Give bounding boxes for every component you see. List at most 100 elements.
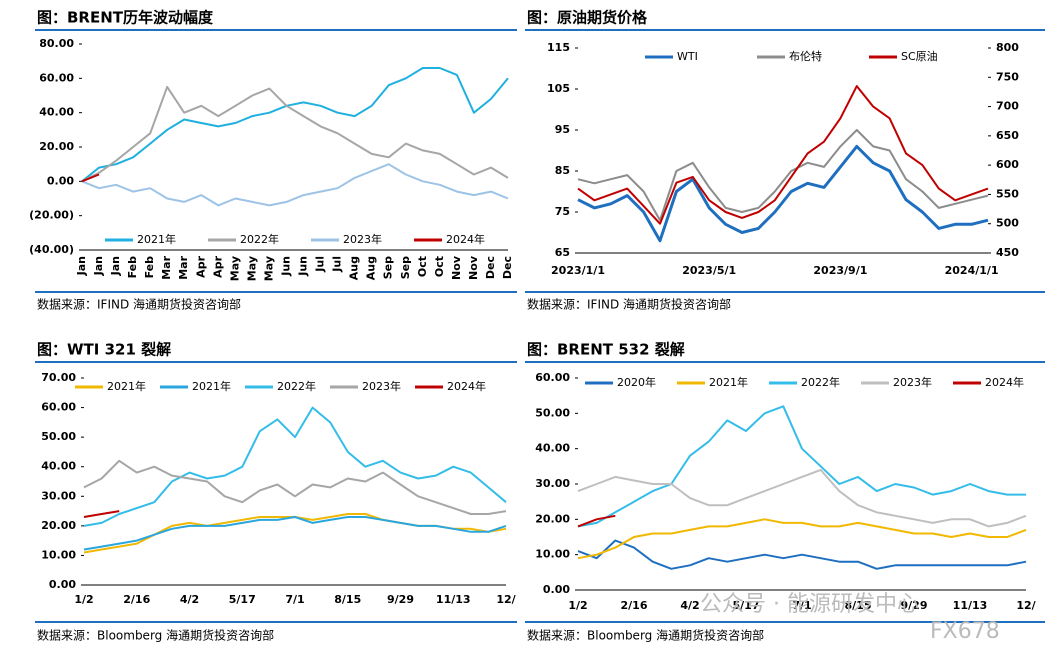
x-tick-label: Aug [365, 256, 378, 280]
series-line [577, 514, 616, 528]
y-tick-label: 20.00 [535, 512, 570, 525]
y-tick-label: 105 [547, 82, 570, 95]
x-tick-label: May [262, 256, 275, 281]
series-line [83, 406, 507, 527]
x-tick-label: Feb [126, 256, 139, 279]
x-tick-label: 7/1 [792, 599, 811, 612]
x-tick-label: Jan [109, 256, 122, 276]
x-tick-label: 2023/9/1 [813, 264, 867, 277]
chart-title: 图：BRENT历年波动幅度 [37, 9, 214, 27]
y2-tick-label: 450 [996, 246, 1019, 259]
x-tick-label: 1/2 [74, 593, 93, 606]
x-tick-label: Jun [279, 256, 292, 277]
x-tick-label: Sep [399, 256, 412, 279]
y-tick-label: 30.00 [41, 489, 76, 502]
series-line [577, 129, 989, 222]
legend-label: 2024年 [447, 379, 486, 393]
y2-tick-label: 550 [996, 187, 1019, 200]
x-tick-label: 11/13 [436, 593, 471, 606]
series-line [577, 468, 1027, 528]
x-tick-label: Jul [331, 256, 344, 273]
series-line [83, 516, 507, 551]
series-line [577, 405, 1026, 528]
x-tick-label: May [245, 256, 258, 281]
chart-title: 图：BRENT 532 裂解 [527, 341, 685, 359]
x-tick-label: 5/17 [229, 593, 256, 606]
legend-label: 2024年 [985, 375, 1024, 389]
x-tick-label: 7/1 [285, 593, 304, 606]
x-tick-label: 1/2 [568, 599, 587, 612]
series-line [577, 85, 989, 225]
chart-title: 图：WTI 321 裂解 [37, 341, 171, 359]
x-tick-label: Oct [433, 256, 446, 277]
y-tick-label: 50.00 [41, 430, 76, 443]
x-tick-label: 12/ [1016, 599, 1036, 612]
y-tick-label: 40.00 [535, 442, 570, 455]
x-tick-label: Nov [467, 255, 480, 280]
x-tick-label: Oct [416, 256, 429, 277]
x-tick-label: Dec [501, 256, 514, 279]
x-tick-label: 11/13 [953, 599, 988, 612]
legend-label: 2020年 [617, 375, 656, 389]
y-tick-label: 60.00 [535, 371, 570, 384]
series-line [83, 513, 507, 554]
y-tick-label: 10.00 [41, 548, 76, 561]
x-tick-label: 4/2 [680, 599, 699, 612]
x-tick-label: May [228, 256, 241, 281]
legend-label: 2024年 [446, 232, 485, 246]
watermark: 公众号 · 能源研发中心 [700, 592, 919, 617]
legend-label: 2022年 [801, 375, 840, 389]
y-tick-label: 20.00 [41, 519, 76, 532]
y-tick-label: 40.00 [41, 460, 76, 473]
x-tick-label: 8/15 [845, 599, 872, 612]
x-tick-label: Sep [382, 256, 395, 279]
legend-label: 2021年 [192, 379, 231, 393]
series-line [577, 518, 1027, 560]
y2-tick-label: 750 [996, 70, 1019, 83]
y-tick-label: 60.00 [41, 401, 76, 414]
y-tick-label: 30.00 [535, 477, 570, 490]
x-tick-label: Aug [348, 256, 361, 280]
x-tick-label: 8/15 [334, 593, 361, 606]
series-line [81, 85, 509, 183]
x-tick-label: 4/2 [180, 593, 199, 606]
y2-tick-label: 800 [996, 41, 1019, 54]
x-tick-label: Jul [314, 256, 327, 273]
y-tick-label: 0.00 [47, 174, 74, 187]
x-tick-label: Jun [297, 256, 310, 277]
y-tick-label: (40.00) [29, 243, 74, 256]
source-note: 数据来源：Bloomberg 海通期货投资咨询部 [527, 628, 764, 643]
y2-tick-label: 650 [996, 129, 1019, 142]
series-line [83, 459, 507, 515]
legend-label: WTI [677, 50, 698, 63]
series-line [81, 163, 509, 207]
y2-tick-label: 500 [996, 217, 1019, 230]
x-tick-label: 2024/1/1 [945, 264, 999, 277]
x-tick-label: 2/16 [123, 593, 150, 606]
source-note: 数据来源：IFIND 海通期货投资咨询部 [37, 297, 241, 312]
x-tick-label: 9/29 [387, 593, 414, 606]
y-tick-label: 0.00 [49, 578, 76, 591]
series-line [83, 510, 120, 518]
legend-label: 2021年 [137, 232, 176, 246]
x-tick-label: 2023/1/1 [551, 264, 605, 277]
watermark-brand: FX678 [930, 619, 1000, 644]
y-tick-label: 85 [555, 164, 570, 177]
legend-label: 布伦特 [789, 49, 822, 63]
y2-tick-label: 600 [996, 158, 1019, 171]
y-tick-label: 115 [547, 41, 570, 54]
y-tick-label: (20.00) [29, 209, 74, 222]
y-tick-label: 80.00 [39, 37, 74, 50]
x-tick-label: Dec [484, 256, 497, 279]
x-tick-label: 2/16 [621, 599, 648, 612]
legend-label: 2023年 [893, 375, 932, 389]
y-tick-label: 0.00 [543, 583, 570, 596]
x-tick-label: 9/29 [901, 599, 928, 612]
x-tick-label: Feb [143, 256, 156, 279]
x-tick-label: 12/ [496, 593, 516, 606]
legend-label: 2022年 [240, 232, 279, 246]
